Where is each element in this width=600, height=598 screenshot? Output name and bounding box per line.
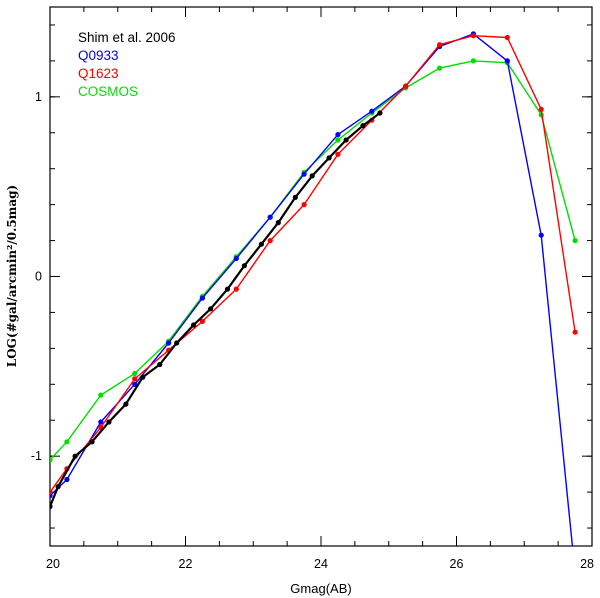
data-point-shim-et-al-2006 [89, 439, 95, 445]
data-point-shim-et-al-2006 [360, 123, 366, 129]
data-point-shim-et-al-2006 [292, 194, 298, 200]
data-point-cosmos [132, 370, 138, 377]
data-point-cosmos [470, 58, 476, 64]
x-tick-label: 22 [179, 557, 193, 571]
data-point-q1623 [403, 83, 409, 89]
data-point-shim-et-al-2006 [343, 137, 349, 143]
data-point-q0933 [64, 476, 70, 483]
y-axis-label: LOG(#gal/arcmin²/0.5mag) [5, 185, 19, 367]
data-point-q1623 [50, 489, 53, 495]
major-ticks [49, 7, 593, 546]
data-point-q1623 [199, 318, 205, 324]
data-point-q0933 [199, 295, 205, 301]
data-point-q1623 [572, 329, 578, 335]
data-point-shim-et-al-2006 [157, 361, 163, 368]
y-tick-label: 1 [35, 90, 42, 104]
data-point-q0933 [98, 419, 104, 425]
series-q1623 [50, 33, 578, 495]
data-point-shim-et-al-2006 [106, 419, 112, 425]
data-point-q0933 [369, 108, 375, 114]
data-point-shim-et-al-2006 [123, 401, 129, 407]
data-point-q0933 [573, 570, 578, 575]
data-point-shim-et-al-2006 [377, 110, 383, 116]
data-point-cosmos [50, 457, 53, 463]
data-point-q0933 [267, 214, 273, 220]
data-point-q1623 [267, 238, 273, 244]
x-tick-label: 28 [580, 557, 594, 571]
data-point-shim-et-al-2006 [224, 286, 231, 292]
series-shim-et-al-2006 [50, 110, 383, 510]
data-point-q0933 [132, 381, 138, 387]
data-point-shim-et-al-2006 [241, 263, 247, 269]
series-q0933 [50, 31, 578, 575]
y-tick-label: 0 [35, 270, 42, 284]
data-point-shim-et-al-2006 [275, 220, 281, 226]
legend-label-shim: Shim et al. 2006 [78, 30, 176, 45]
data-point-cosmos [335, 137, 341, 143]
x-tick-label: 24 [314, 557, 328, 571]
data-point-shim-et-al-2006 [208, 306, 214, 312]
data-point-q1623 [335, 151, 341, 157]
y-tick-label: -1 [31, 449, 42, 463]
data-point-q1623 [504, 34, 510, 41]
data-point-cosmos [437, 65, 443, 71]
legend-label-q0933: Q0933 [78, 48, 119, 63]
data-point-shim-et-al-2006 [309, 173, 315, 179]
data-point-q1623 [437, 42, 443, 48]
series-line-q1623 [50, 35, 576, 493]
legend-label-cosmos: COSMOS [78, 84, 138, 99]
data-point-shim-et-al-2006 [72, 453, 78, 459]
data-point-q0933 [538, 232, 544, 238]
x-axis-label: Gmag(AB) [290, 581, 351, 596]
data-point-shim-et-al-2006 [258, 241, 264, 247]
data-point-q1623 [301, 202, 307, 208]
data-point-q0933 [233, 255, 239, 262]
data-point-cosmos [98, 392, 104, 398]
data-point-shim-et-al-2006 [50, 503, 53, 510]
data-point-q1623 [538, 106, 544, 112]
data-point-cosmos [64, 439, 70, 445]
series-layer [50, 31, 578, 575]
series-line-q0933 [50, 33, 574, 546]
legend: Shim et al. 2006 Q0933 Q1623 COSMOS [78, 30, 176, 99]
tick-labels: 20 22 24 26 28 -1 0 1 [31, 90, 594, 571]
data-point-cosmos [572, 238, 578, 244]
data-point-shim-et-al-2006 [326, 155, 332, 161]
data-point-q0933 [301, 171, 307, 177]
data-point-q0933 [166, 340, 172, 346]
data-point-shim-et-al-2006 [140, 374, 146, 380]
data-point-q0933 [504, 58, 510, 64]
x-tick-label: 26 [450, 557, 464, 571]
legend-label-q1623: Q1623 [78, 66, 119, 81]
x-tick-label: 20 [46, 557, 60, 571]
data-point-shim-et-al-2006 [174, 340, 180, 346]
data-point-shim-et-al-2006 [55, 484, 61, 490]
data-point-q1623 [132, 376, 138, 382]
data-point-shim-et-al-2006 [191, 322, 197, 328]
data-point-q1623 [470, 33, 476, 39]
data-point-q1623 [233, 286, 239, 292]
data-point-q0933 [335, 132, 341, 138]
